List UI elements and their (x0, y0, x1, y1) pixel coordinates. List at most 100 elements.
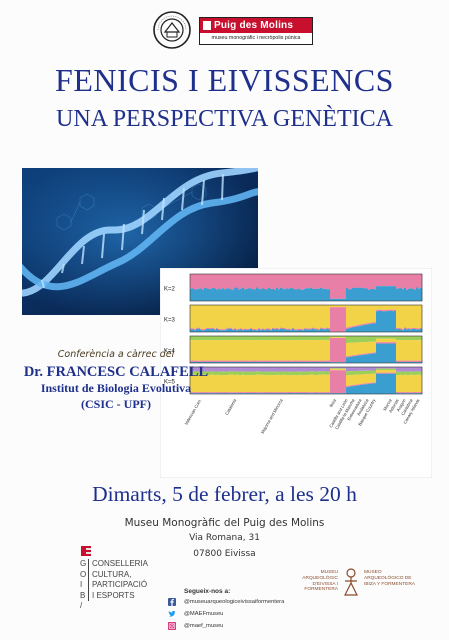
admixture-bar (330, 336, 333, 338)
admixture-bar (242, 287, 245, 301)
admixture-bar (190, 336, 193, 341)
admixture-bar (246, 371, 249, 376)
admixture-bar (320, 287, 323, 301)
admixture-bar (394, 336, 397, 339)
admixture-bar (314, 360, 317, 362)
admixture-bar (240, 392, 243, 394)
admixture-bar (394, 373, 397, 394)
admixture-bar (344, 370, 347, 394)
admixture-bar (260, 367, 263, 372)
admixture-bar (194, 330, 197, 332)
admixture-bar (246, 305, 249, 329)
admixture-bar (414, 289, 417, 301)
twitter-link[interactable]: @MAEFmuseu (168, 608, 318, 619)
govern-line: PARTICIPACIÓ (92, 580, 148, 589)
admixture-bar (416, 329, 419, 332)
admixture-bar (322, 288, 325, 301)
admixture-bar (376, 286, 379, 301)
admixture-bar (412, 336, 415, 341)
admixture-bar (316, 371, 319, 376)
admixture-bar (298, 328, 301, 331)
admixture-bar (226, 274, 229, 289)
admixture-bar (390, 274, 393, 287)
admixture-bar (234, 374, 237, 393)
admixture-bar (202, 360, 205, 362)
admixture-bar (412, 393, 415, 394)
admixture-bar (204, 374, 207, 393)
admixture-bar (302, 360, 305, 362)
govern-balear-logo: G O I B / CONSELLERIA CULTURA, PARTICIPA… (80, 545, 148, 610)
instagram-icon (168, 621, 176, 630)
admixture-bar (290, 361, 293, 363)
admixture-bar (380, 373, 383, 394)
admixture-bar (402, 289, 405, 301)
admixture-bar (352, 356, 355, 363)
admixture-bar (406, 392, 409, 394)
admixture-bar (210, 305, 213, 329)
admixture-bar (230, 367, 233, 372)
admixture-bar (198, 336, 201, 341)
admixture-bar (372, 336, 375, 342)
admixture-bar (266, 328, 269, 330)
admixture-bar (282, 305, 285, 328)
admixture-bar (274, 360, 277, 362)
admixture-bar (216, 374, 219, 393)
admixture-bar (198, 361, 201, 363)
admixture-bar (338, 370, 341, 394)
admixture-bar (286, 336, 289, 341)
admixture-bar (306, 305, 309, 329)
panel-label: K=4 (164, 349, 176, 355)
admixture-bar (332, 298, 335, 301)
admixture-bar (260, 305, 263, 330)
admixture-bar (196, 393, 199, 394)
admixture-bar (214, 336, 217, 341)
admixture-bar (218, 374, 221, 393)
admixture-bar (290, 330, 293, 332)
admixture-bar (328, 274, 331, 290)
admixture-bar (312, 289, 315, 301)
admixture-bar (380, 369, 383, 373)
admixture-bar (248, 375, 251, 393)
admixture-bar (410, 367, 413, 372)
admixture-bar (292, 374, 295, 393)
admixture-bar (344, 393, 347, 394)
admixture-bar (206, 371, 209, 376)
admixture-bar (200, 328, 203, 330)
admixture-bar (374, 367, 377, 371)
admixture-bar (342, 307, 345, 332)
admixture-bar (300, 393, 303, 394)
admixture-bar (412, 340, 415, 361)
facebook-link[interactable]: @museuarqueologiceivissaiformentera (168, 596, 318, 607)
admixture-bar (348, 342, 351, 357)
admixture-bar (210, 371, 213, 375)
admixture-bar (392, 311, 395, 332)
admixture-bar (272, 392, 275, 394)
admixture-bar (280, 336, 283, 341)
admixture-bar (342, 337, 345, 363)
admixture-bar (262, 328, 265, 330)
admixture-bar (242, 274, 245, 288)
admixture-bar (282, 371, 285, 375)
admixture-bar (214, 329, 217, 332)
admixture-bar (344, 274, 347, 299)
admixture-bar (420, 340, 423, 361)
admixture-bar (244, 340, 247, 361)
instagram-link[interactable]: @maef_museu (168, 620, 318, 631)
admixture-bar (224, 392, 227, 394)
admixture-bar (252, 340, 255, 361)
admixture-bar (404, 274, 407, 288)
admixture-bar (256, 392, 259, 394)
admixture-bar (256, 374, 259, 393)
admixture-bar (224, 330, 227, 332)
admixture-bar (360, 354, 363, 356)
admixture-bar (286, 360, 289, 362)
admixture-bar (310, 328, 313, 330)
admixture-bar (276, 336, 279, 341)
admixture-bar (386, 305, 389, 310)
admixture-bar (384, 338, 387, 343)
admixture-bar (306, 328, 309, 330)
admixture-bar (320, 340, 323, 361)
admixture-bar (336, 370, 339, 394)
admixture-bar (404, 374, 407, 393)
admixture-bar (338, 305, 341, 308)
